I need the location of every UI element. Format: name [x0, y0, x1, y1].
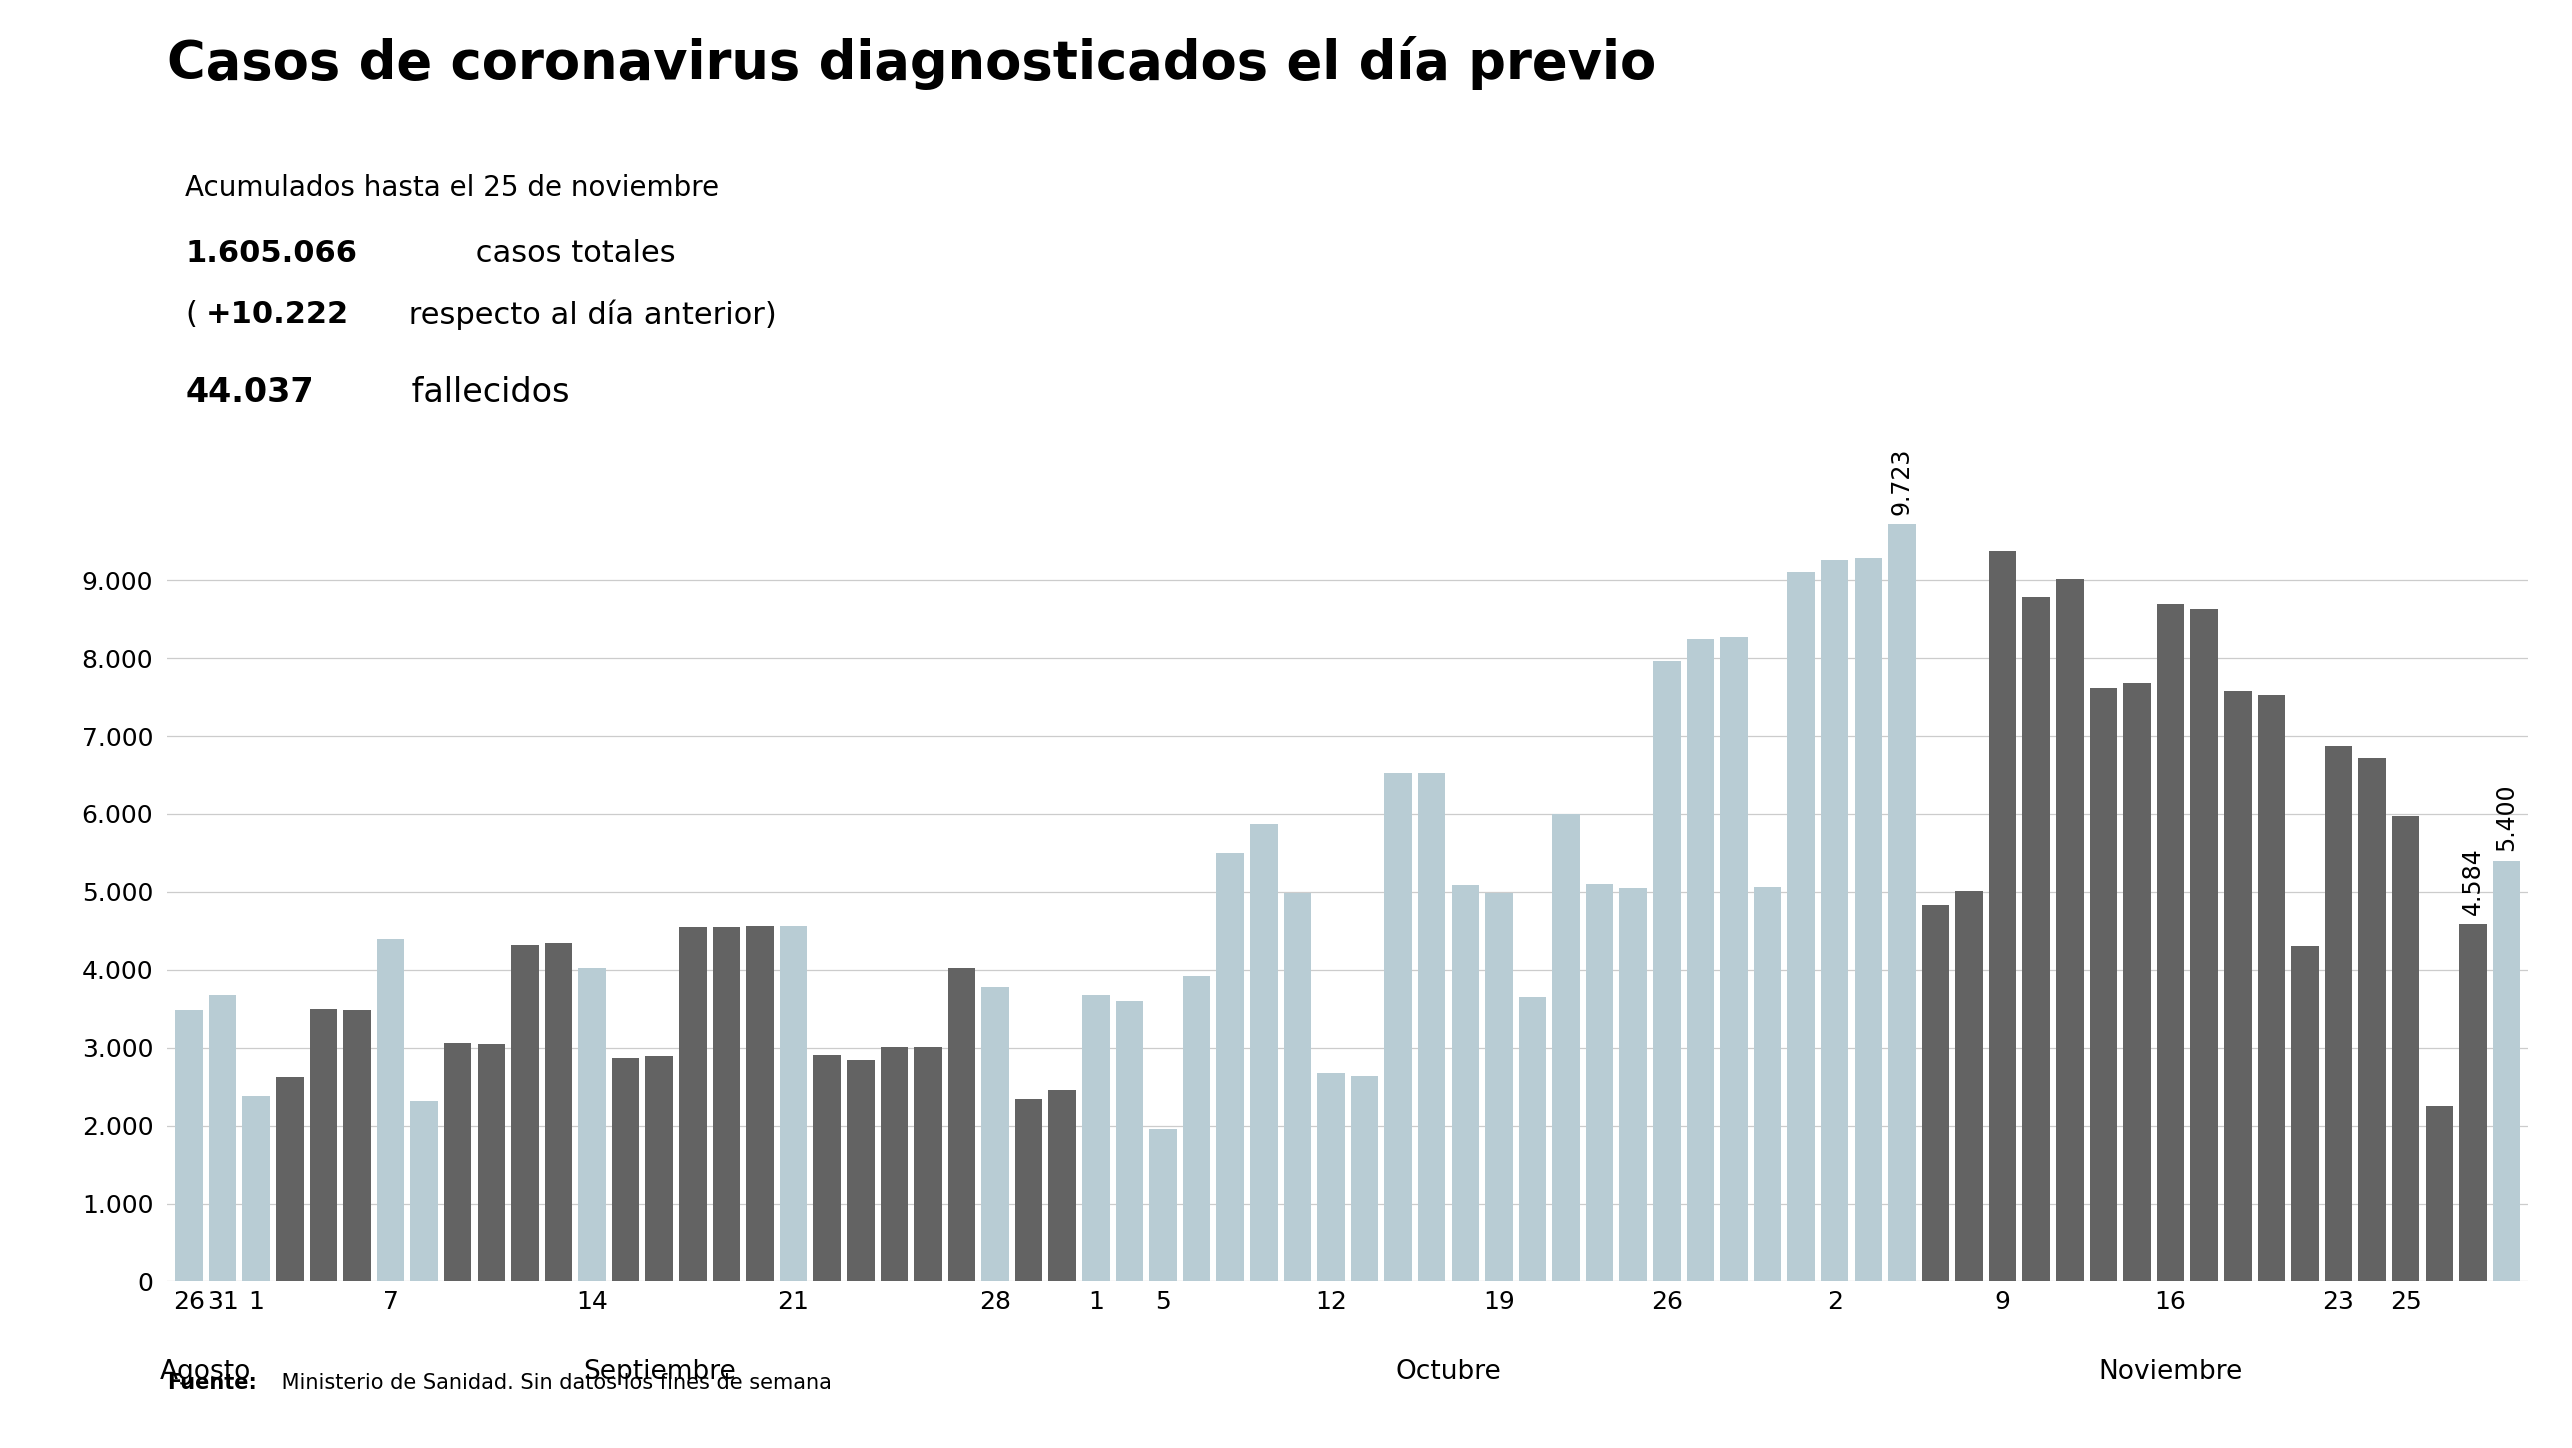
- Bar: [2492, 860, 2521, 1281]
- Bar: [679, 927, 707, 1281]
- Bar: [2055, 579, 2083, 1281]
- Bar: [512, 946, 538, 1281]
- Bar: [2258, 695, 2284, 1281]
- Text: 44.037: 44.037: [185, 376, 314, 410]
- Bar: [1788, 572, 1816, 1281]
- Bar: [1417, 773, 1445, 1281]
- Bar: [1754, 888, 1782, 1281]
- Bar: [1217, 853, 1245, 1281]
- Bar: [1116, 1001, 1142, 1281]
- Bar: [1049, 1090, 1075, 1281]
- Bar: [779, 927, 808, 1281]
- Text: +10.222: +10.222: [206, 300, 350, 329]
- Text: Agosto: Agosto: [159, 1360, 252, 1386]
- Bar: [1888, 524, 1916, 1281]
- Bar: [2359, 757, 2387, 1281]
- Bar: [412, 1100, 437, 1281]
- Bar: [1451, 885, 1479, 1281]
- Bar: [1687, 639, 1713, 1281]
- Bar: [478, 1044, 504, 1281]
- Bar: [445, 1043, 471, 1281]
- Text: casos totales: casos totales: [466, 239, 676, 268]
- Text: respecto al día anterior): respecto al día anterior): [399, 300, 777, 330]
- Bar: [913, 1047, 941, 1281]
- Bar: [1921, 905, 1950, 1281]
- Bar: [1183, 976, 1211, 1281]
- Text: (: (: [185, 300, 198, 329]
- Bar: [813, 1054, 841, 1281]
- Bar: [946, 969, 975, 1281]
- Bar: [1517, 998, 1546, 1281]
- Bar: [1721, 637, 1749, 1281]
- Bar: [2124, 683, 2150, 1281]
- Bar: [1620, 888, 1646, 1281]
- Bar: [208, 995, 237, 1281]
- Bar: [1150, 1129, 1178, 1281]
- Bar: [1384, 773, 1412, 1281]
- Bar: [612, 1058, 640, 1281]
- Bar: [2022, 598, 2050, 1281]
- Text: Noviembre: Noviembre: [2099, 1360, 2243, 1386]
- Bar: [2325, 746, 2353, 1281]
- Bar: [1016, 1099, 1042, 1281]
- Text: Casos de coronavirus diagnosticados el día previo: Casos de coronavirus diagnosticados el d…: [167, 36, 1656, 90]
- Bar: [309, 1009, 337, 1281]
- Text: fallecidos: fallecidos: [401, 376, 571, 410]
- Bar: [2425, 1106, 2454, 1281]
- Bar: [746, 927, 774, 1281]
- Text: Fuente:: Fuente:: [167, 1373, 257, 1393]
- Bar: [1484, 893, 1512, 1281]
- Text: Septiembre: Septiembre: [584, 1360, 736, 1386]
- Bar: [376, 938, 404, 1281]
- Bar: [1654, 662, 1680, 1281]
- Bar: [2392, 815, 2420, 1281]
- Bar: [1587, 885, 1613, 1281]
- Bar: [342, 1011, 370, 1281]
- Bar: [1854, 559, 1883, 1281]
- Bar: [1955, 891, 1983, 1281]
- Text: 9.723: 9.723: [1890, 447, 1914, 514]
- Bar: [1317, 1073, 1345, 1281]
- Bar: [175, 1011, 203, 1281]
- Bar: [2292, 947, 2320, 1281]
- Bar: [2088, 688, 2117, 1281]
- Bar: [2225, 691, 2250, 1281]
- Bar: [2191, 610, 2217, 1281]
- Bar: [1988, 552, 2016, 1281]
- Bar: [1821, 560, 1849, 1281]
- Bar: [1350, 1076, 1379, 1281]
- Bar: [880, 1047, 908, 1281]
- Text: 4.584: 4.584: [2461, 847, 2485, 915]
- Text: 5.400: 5.400: [2495, 783, 2518, 851]
- Bar: [712, 927, 741, 1281]
- Text: Acumulados hasta el 25 de noviembre: Acumulados hasta el 25 de noviembre: [185, 174, 720, 201]
- Bar: [1250, 824, 1278, 1281]
- Bar: [846, 1060, 874, 1281]
- Bar: [242, 1096, 270, 1281]
- Bar: [646, 1056, 674, 1281]
- Text: Octubre: Octubre: [1397, 1360, 1502, 1386]
- Text: Ministerio de Sanidad. Sin datos los fines de semana: Ministerio de Sanidad. Sin datos los fin…: [275, 1373, 833, 1393]
- Bar: [545, 943, 571, 1281]
- Bar: [275, 1077, 303, 1281]
- Bar: [579, 969, 607, 1281]
- Bar: [1283, 893, 1312, 1281]
- Text: 1.605.066: 1.605.066: [185, 239, 358, 268]
- Bar: [2158, 604, 2184, 1281]
- Bar: [1083, 995, 1109, 1281]
- Bar: [1553, 814, 1579, 1281]
- Bar: [2459, 924, 2487, 1281]
- Bar: [983, 988, 1008, 1281]
